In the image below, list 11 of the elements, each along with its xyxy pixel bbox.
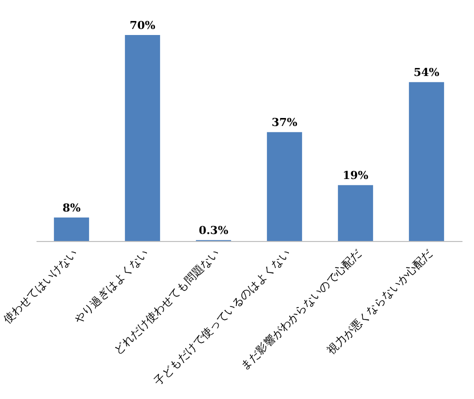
data-label: 8% — [62, 201, 82, 214]
bar — [54, 217, 90, 241]
data-label: 70% — [130, 19, 156, 32]
data-label: 0.3% — [198, 224, 229, 238]
data-label: 37% — [272, 116, 298, 130]
bar — [338, 185, 374, 241]
bar — [124, 35, 160, 241]
data-label: 19% — [342, 169, 369, 182]
bar — [266, 132, 302, 241]
data-label: 54% — [414, 66, 440, 80]
bar — [408, 82, 444, 241]
